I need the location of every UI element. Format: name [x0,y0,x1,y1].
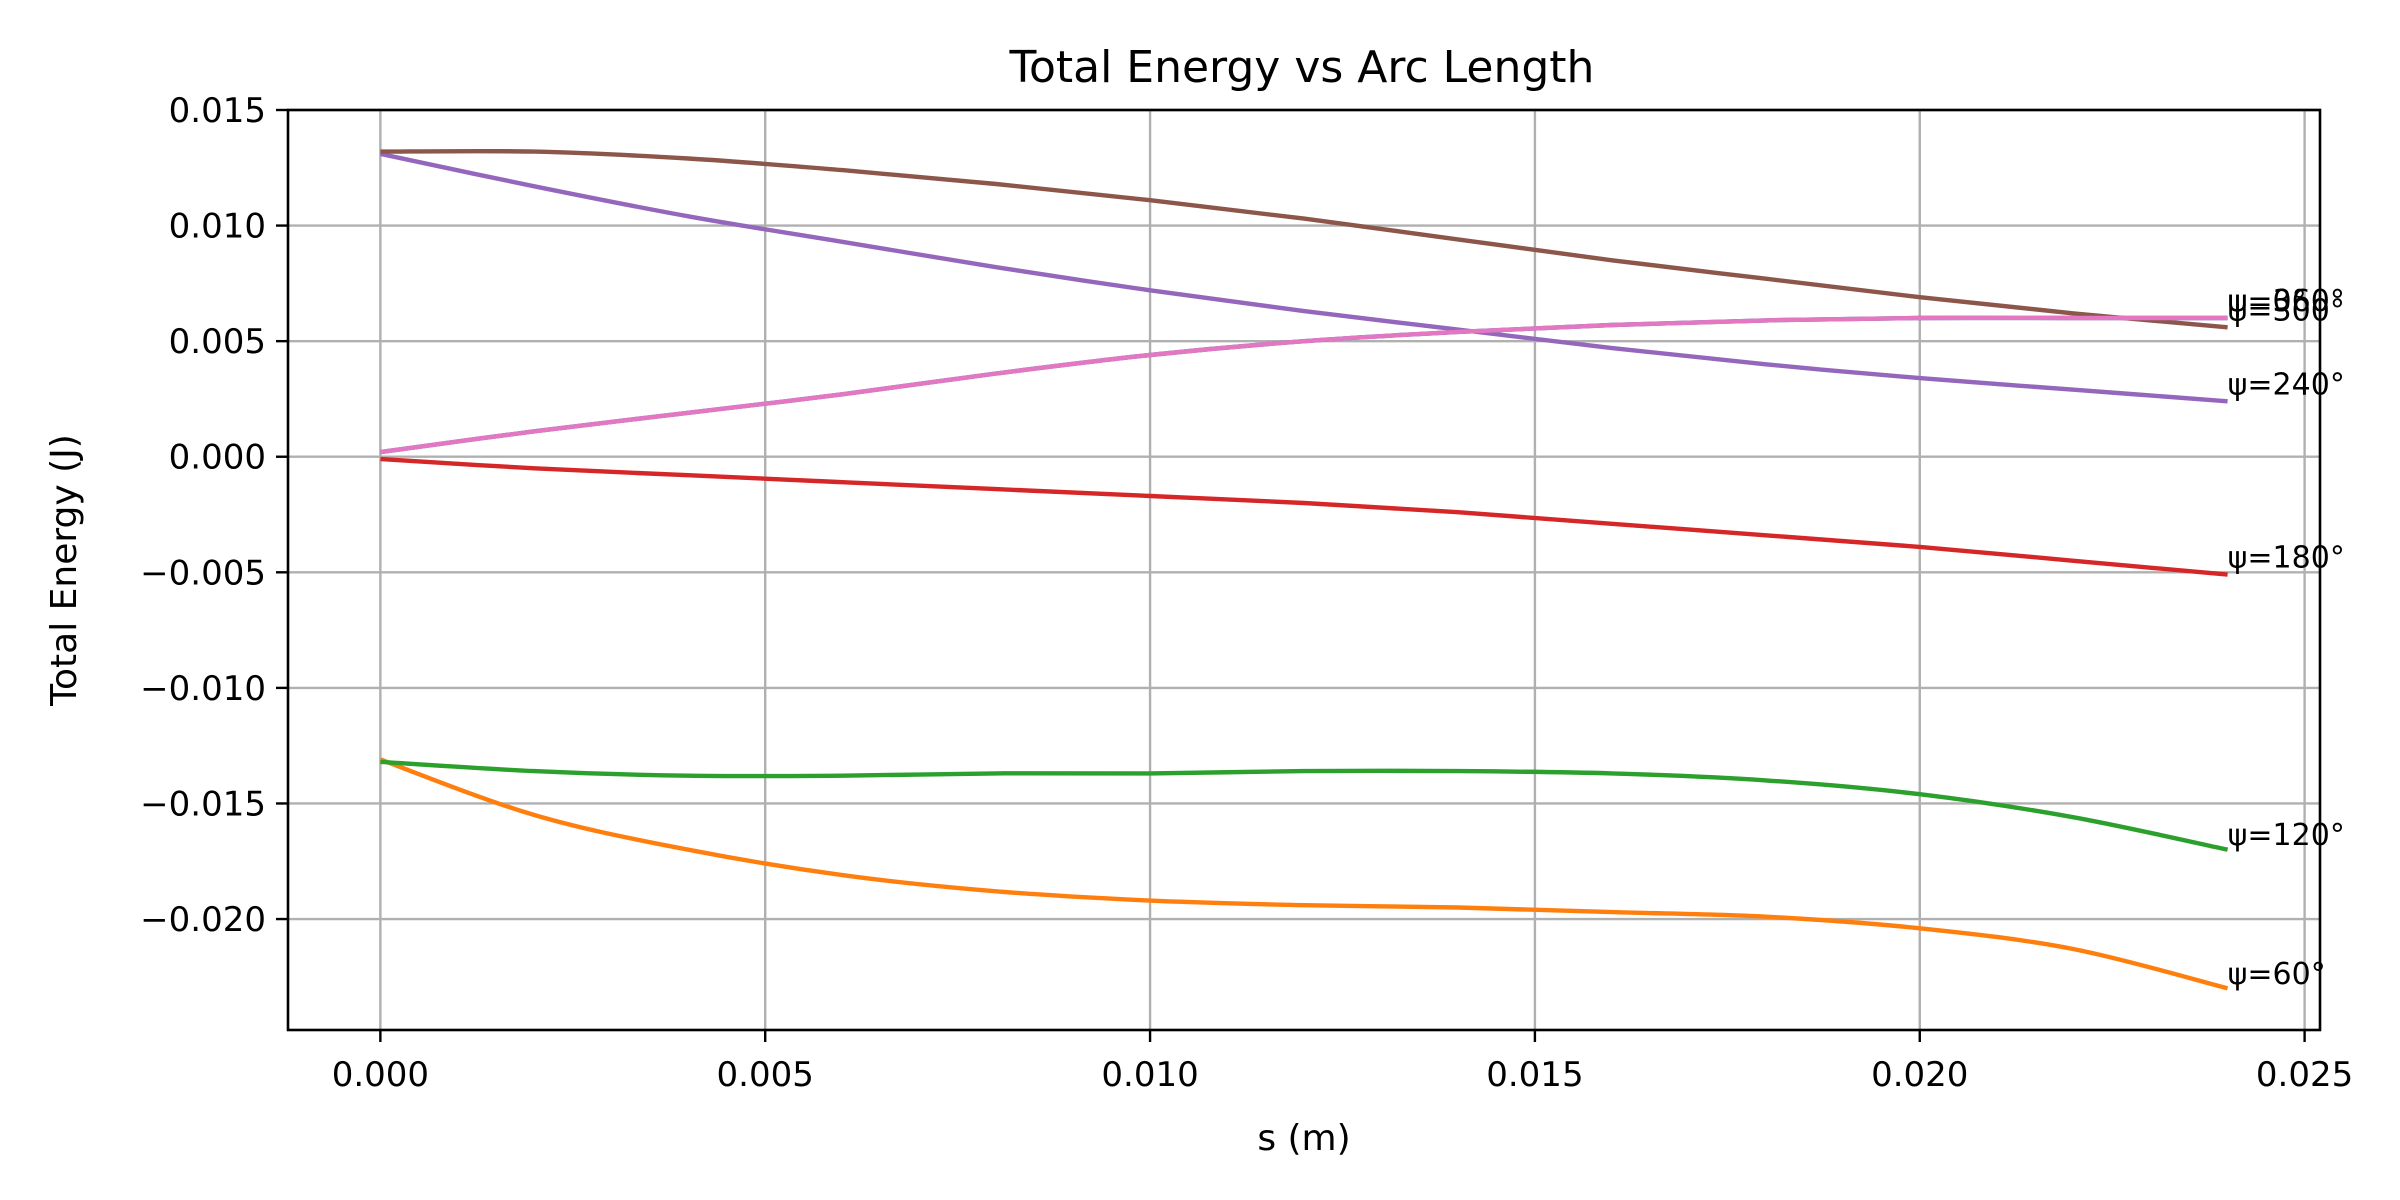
y-axis-label: Total Energy (J) [44,434,85,707]
series-line-2 [379,757,2229,991]
y-tick-label: 0.010 [169,207,266,247]
x-ticks: 0.000 0.005 0.010 0.015 0.020 0.025 [332,1030,2353,1095]
x-tick-label: 0.015 [1486,1055,1583,1095]
series-line-7 [380,315,2228,455]
series-annotations: ψ=0°ψ=360°ψ=300° ψ=240° ψ=180° ψ=120° ψ=60° [2228,284,2345,992]
series-line-1 [380,315,2228,455]
series-line-4 [380,456,2228,577]
y-tick-label: −0.015 [140,784,266,824]
x-tick-label: 0.020 [1871,1055,1968,1095]
series-lines [379,148,2229,991]
y-tick-label: 0.005 [169,322,266,362]
x-tick-label: 0.005 [717,1055,814,1095]
y-tick-label: 0.000 [169,438,266,478]
series-line-6 [380,148,2228,330]
series-annotation: ψ=180° [2228,541,2345,576]
y-tick-label: −0.010 [140,669,266,709]
plot-frame [286,108,2322,1032]
x-tick-label: 0.010 [1101,1055,1198,1095]
x-tick-label: 0.000 [332,1055,429,1095]
chart-title: Total Energy vs Arc Length [1009,42,1595,93]
series-annotation: ψ=60° [2228,957,2326,992]
x-axis-label: s (m) [1257,1118,1350,1159]
series-annotation: ψ=120° [2228,818,2345,853]
series-annotation: ψ=300° [2228,293,2345,328]
series-annotation: ψ=0° [2228,284,2307,319]
series-line-5 [379,151,2228,404]
x-tick-label: 0.025 [2256,1055,2353,1095]
series-annotation: ψ=360° [2228,284,2345,319]
y-ticks: −0.020 −0.015 −0.010 −0.005 0.000 0.005 0.010 0… [140,91,288,940]
y-tick-label: −0.005 [140,553,266,593]
gridlines [288,108,2320,1030]
y-tick-label: −0.020 [140,900,266,940]
y-tick-label: 0.015 [169,91,266,131]
series-annotation: ψ=240° [2228,367,2345,402]
series-line-3 [380,759,2229,852]
